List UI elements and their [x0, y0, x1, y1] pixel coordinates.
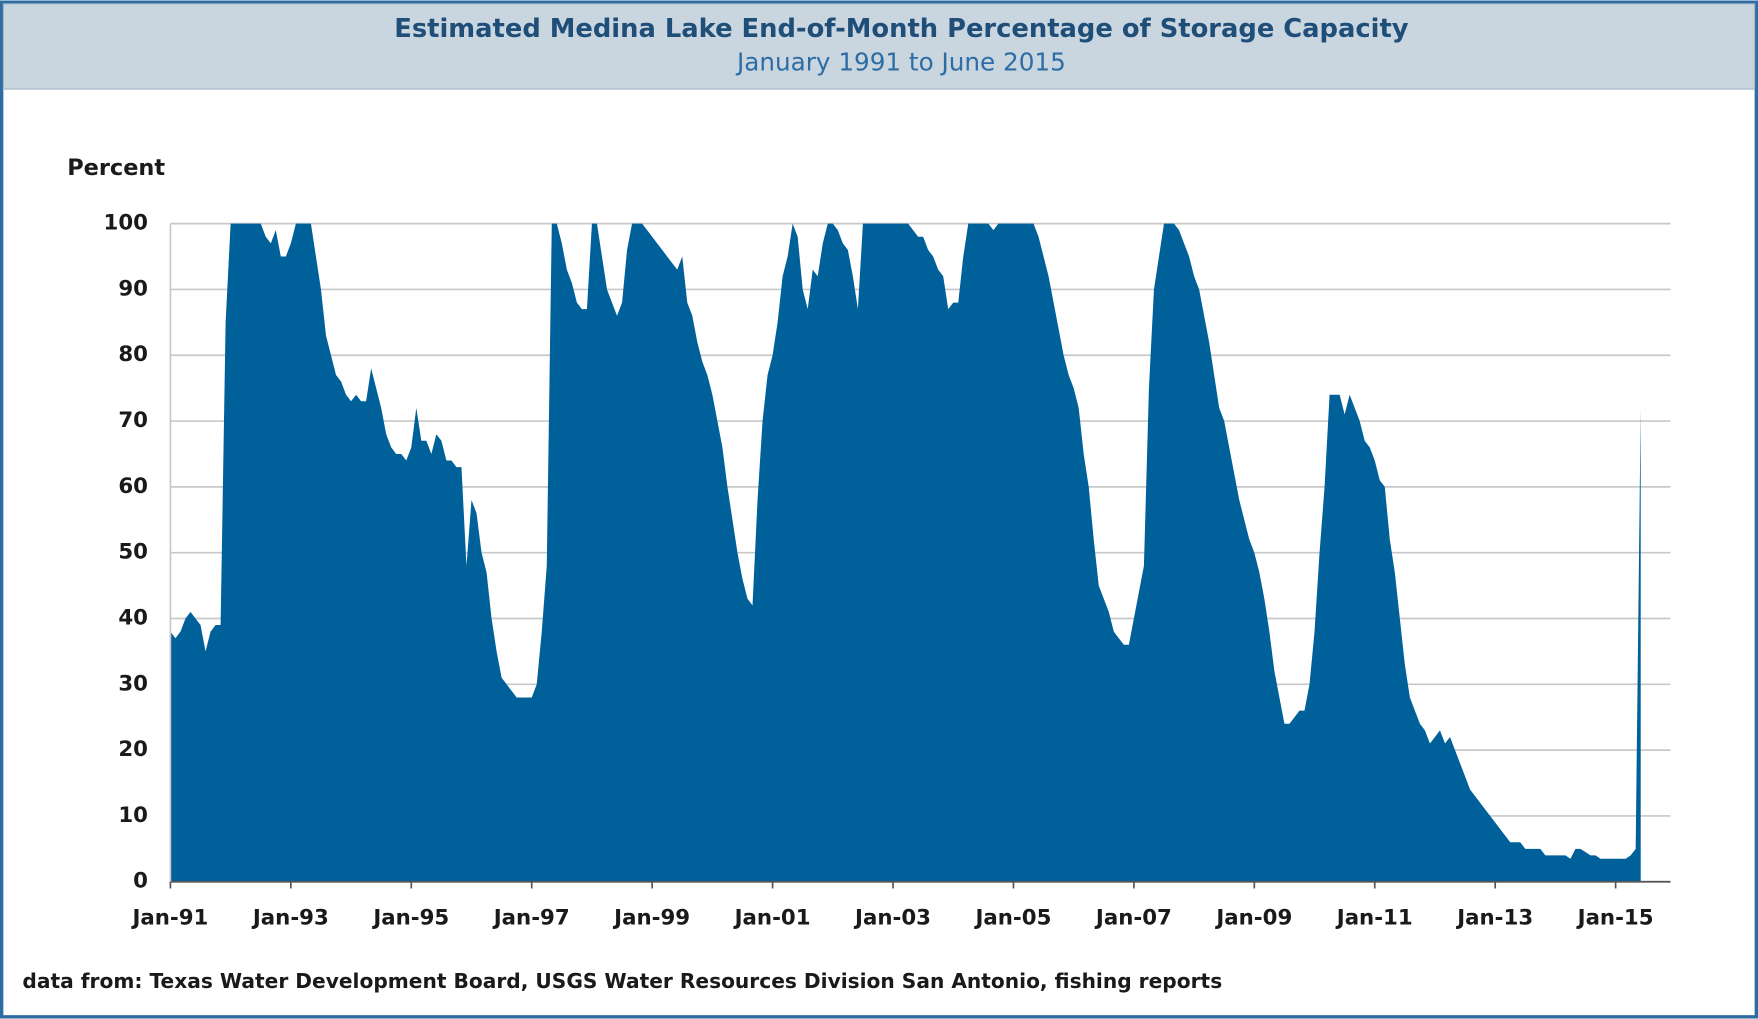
y-tick-label: 70: [118, 408, 148, 433]
source-note: data from: Texas Water Development Board…: [22, 969, 1222, 993]
x-tick-label: Jan-07: [1094, 906, 1172, 931]
x-tick-label: Jan-11: [1335, 906, 1413, 931]
y-tick-label: 50: [118, 540, 148, 565]
y-tick-label: 10: [118, 803, 148, 828]
x-tick-label: Jan-05: [973, 906, 1051, 931]
y-tick-label: 40: [118, 605, 148, 630]
y-axis-label: Percent: [67, 155, 165, 181]
y-tick-label: 20: [118, 737, 148, 762]
y-tick-label: 0: [133, 869, 148, 894]
x-tick-label: Jan-01: [733, 906, 811, 931]
chart-subtitle: January 1991 to June 2015: [735, 47, 1066, 76]
x-tick-label: Jan-13: [1455, 906, 1533, 931]
area: [170, 223, 1641, 882]
y-tick-label: 80: [118, 342, 148, 367]
x-tick-label: Jan-09: [1214, 906, 1292, 931]
x-tick-label: Jan-97: [492, 906, 570, 931]
x-tick-label: Jan-91: [130, 906, 208, 931]
x-tick-label: Jan-03: [853, 906, 931, 931]
x-tick-label: Jan-15: [1576, 906, 1654, 931]
y-tick-label: 30: [118, 671, 148, 696]
y-tick-label: 100: [104, 211, 148, 236]
header-band: [2, 3, 1756, 90]
x-tick-label: Jan-99: [612, 906, 690, 931]
x-tick-label: Jan-95: [371, 906, 449, 931]
y-tick-label: 60: [118, 474, 148, 499]
x-tick-label: Jan-93: [251, 906, 329, 931]
y-tick-label: 90: [118, 276, 148, 301]
chart-title: Estimated Medina Lake End-of-Month Perce…: [394, 14, 1409, 44]
